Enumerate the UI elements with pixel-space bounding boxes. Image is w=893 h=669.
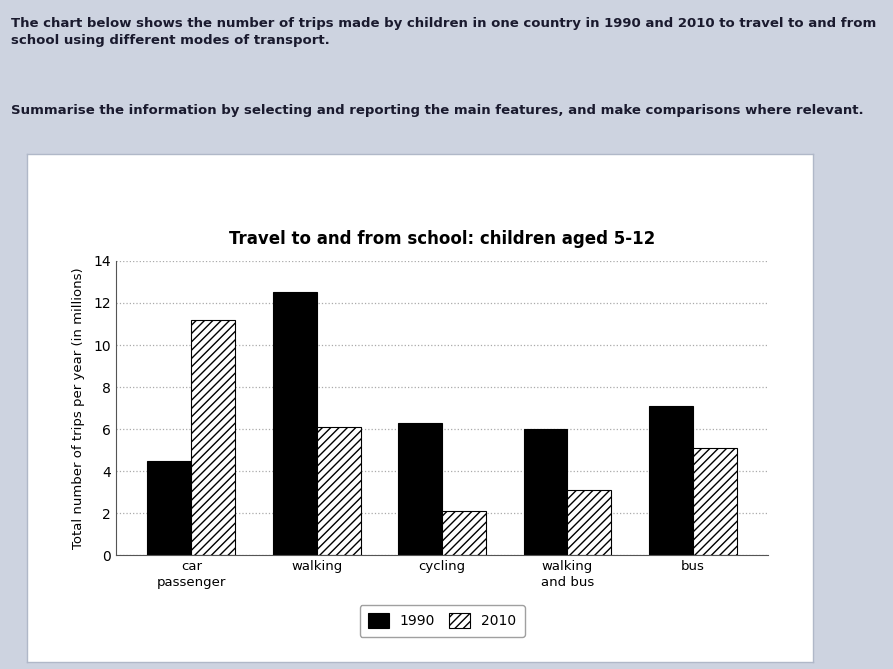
- Legend: 1990, 2010: 1990, 2010: [360, 605, 524, 637]
- Bar: [649, 406, 693, 555]
- Bar: [567, 490, 612, 555]
- Bar: [398, 423, 442, 555]
- Bar: [317, 427, 361, 555]
- Bar: [147, 461, 191, 555]
- Bar: [693, 448, 737, 555]
- Title: Travel to and from school: children aged 5-12: Travel to and from school: children aged…: [229, 230, 655, 248]
- Text: Summarise the information by selecting and reporting the main features, and make: Summarise the information by selecting a…: [11, 104, 864, 116]
- Bar: [523, 429, 567, 555]
- Bar: [191, 320, 235, 555]
- Y-axis label: Total number of trips per year (in millions): Total number of trips per year (in milli…: [72, 268, 85, 549]
- Bar: [272, 292, 317, 555]
- Text: The chart below shows the number of trips made by children in one country in 199: The chart below shows the number of trip…: [11, 17, 876, 47]
- Bar: [442, 511, 486, 555]
